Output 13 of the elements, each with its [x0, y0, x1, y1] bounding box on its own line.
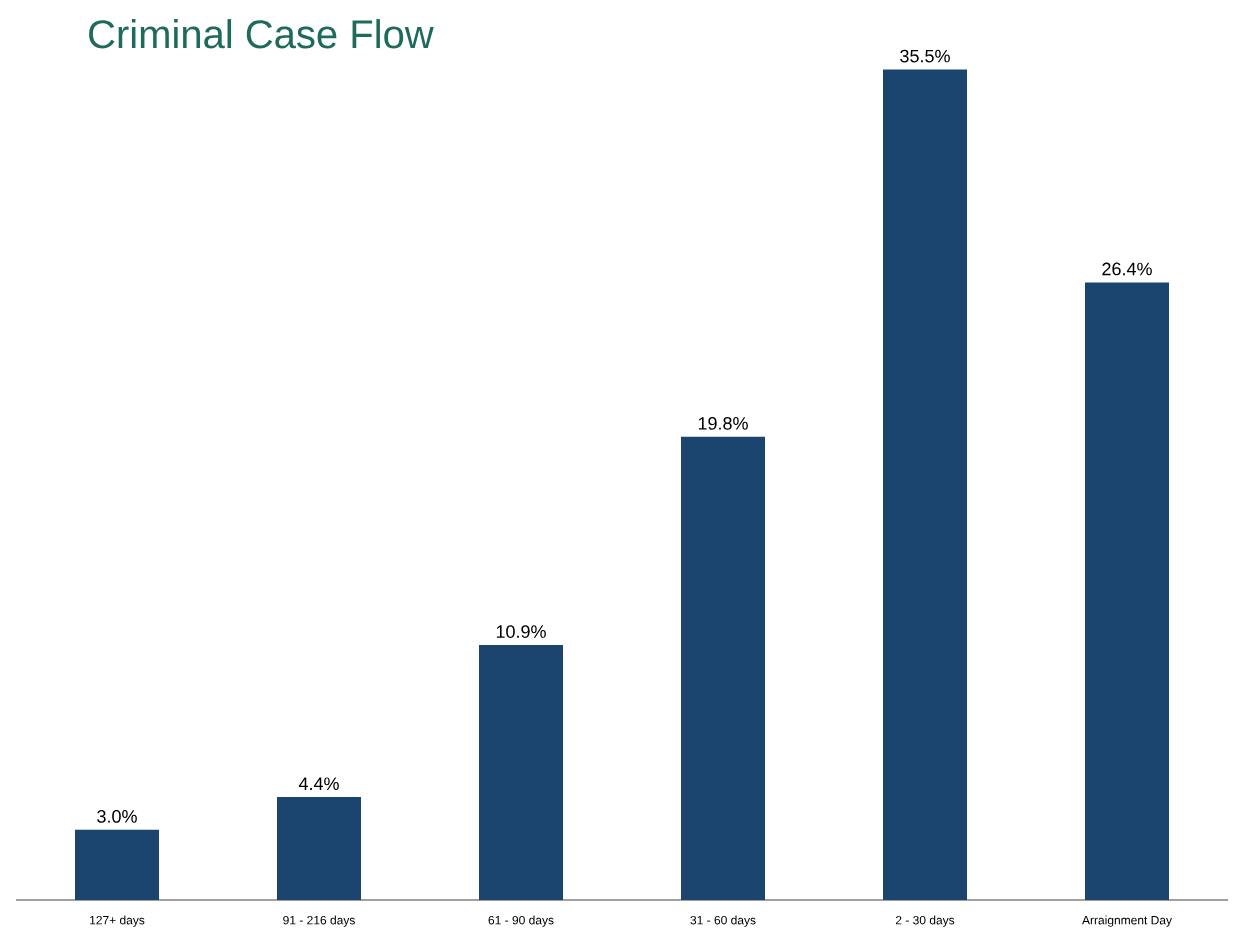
bar — [75, 829, 159, 900]
bar — [681, 436, 766, 900]
data-label: 10.9% — [496, 625, 546, 638]
bar — [479, 645, 563, 900]
chart-title: Criminal Case Flow — [89, 19, 434, 49]
bar — [883, 69, 967, 900]
bar — [1085, 282, 1170, 900]
data-label: 4.4% — [298, 777, 339, 790]
data-label: 26.4% — [1102, 262, 1152, 276]
data-label: 19.8% — [698, 416, 748, 430]
data-label: 35.5% — [900, 49, 950, 63]
bar — [277, 797, 362, 900]
data-label: 3.0% — [97, 810, 137, 823]
